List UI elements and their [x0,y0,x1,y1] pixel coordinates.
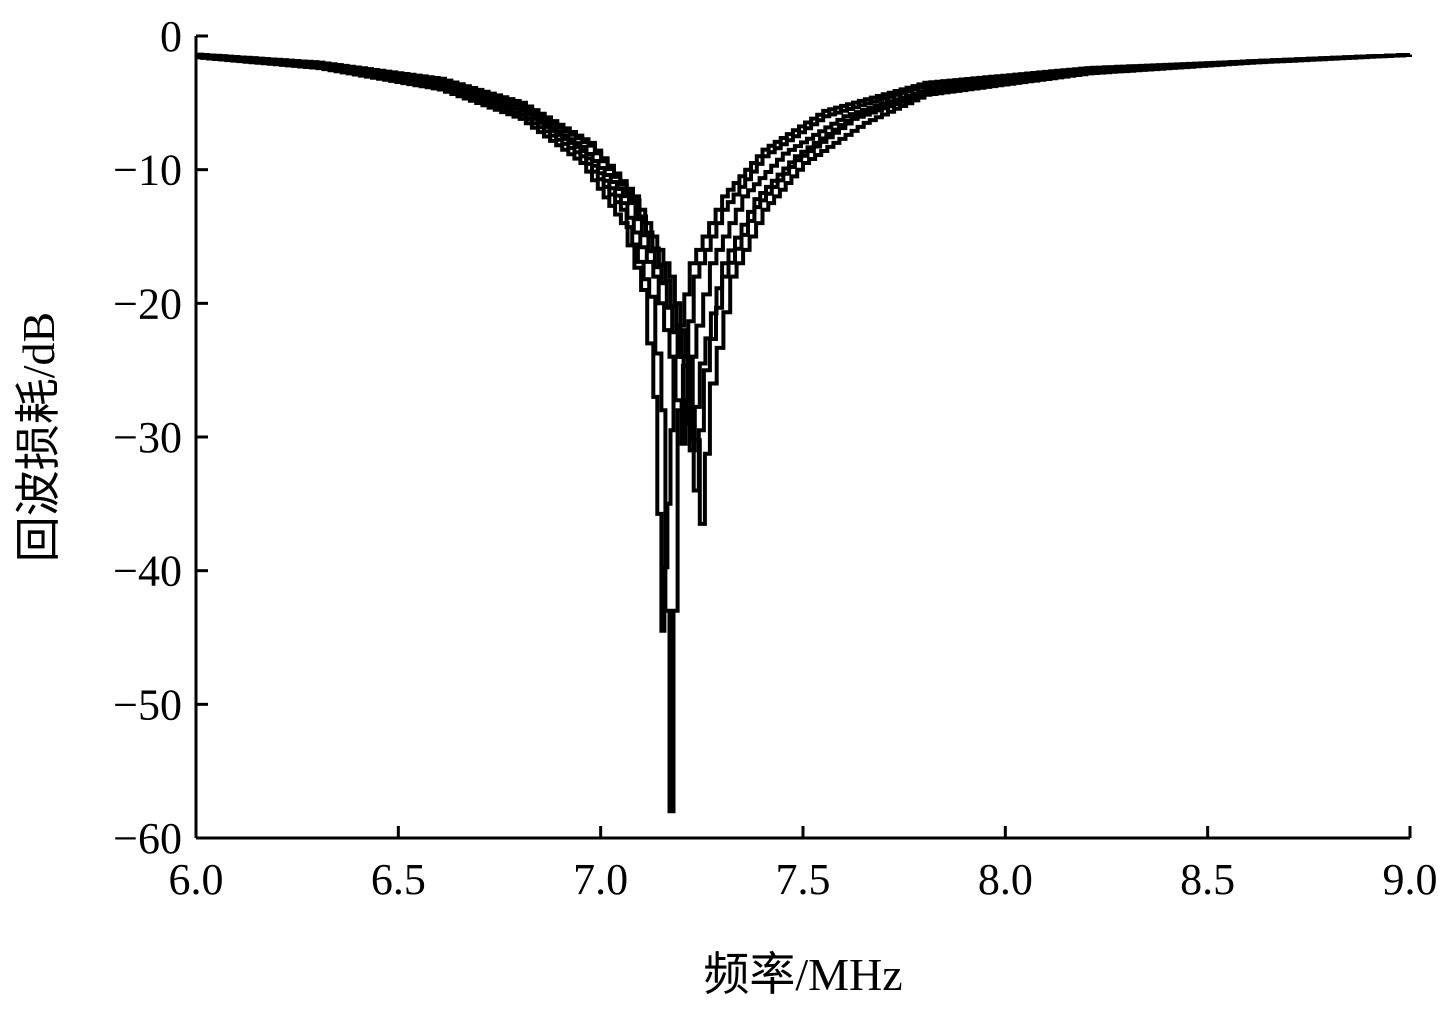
x-tick-label: 9.0 [1383,855,1438,904]
y-axis-label: 回波损耗/dB [13,312,64,562]
series-group [196,52,1412,814]
x-tick-label: 6.5 [371,855,426,904]
x-tick-label: 8.0 [978,855,1033,904]
series-line-5 [196,52,1412,493]
y-tick-label: −30 [113,413,182,462]
y-tick-label: −20 [113,279,182,328]
x-tick-label: 8.5 [1180,855,1235,904]
x-tick-label: 7.5 [776,855,831,904]
series-line-3 [196,53,1412,446]
x-tick-label: 7.0 [573,855,628,904]
y-tick-label: 0 [160,12,182,61]
y-ticks: 0 −10 −20 −30 −40 −50 −60 [113,12,208,863]
x-ticks: 6.0 6.5 7.0 7.5 8.0 8.5 9.0 [169,826,1438,904]
x-tick-label: 6.0 [169,855,224,904]
series-line-6 [196,52,1412,526]
x-axis-label: 频率/MHz [703,949,902,1000]
series-line-4 [196,53,1412,453]
y-tick-label: −40 [113,547,182,596]
y-tick-label: −10 [113,146,182,195]
y-tick-label: −60 [113,814,182,863]
y-tick-label: −50 [113,680,182,729]
